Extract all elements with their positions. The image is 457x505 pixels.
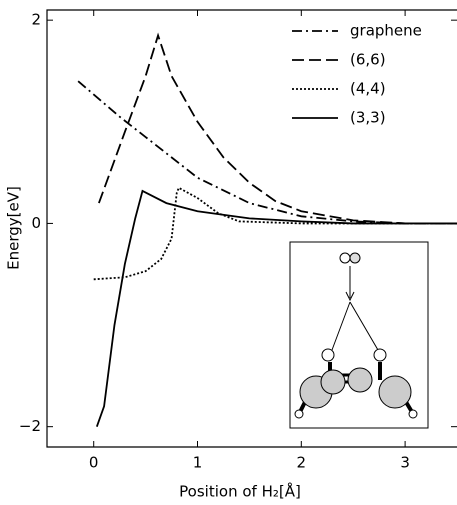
x-tick-label: 0 <box>89 454 99 472</box>
legend-label: (4,4) <box>350 80 386 98</box>
legend-label: graphene <box>350 22 422 40</box>
h-atom <box>373 348 387 362</box>
arrow <box>331 301 351 351</box>
y-axis-label: Energy[eV] <box>5 186 23 270</box>
c-atom <box>378 375 412 409</box>
legend-label: (3,3) <box>350 109 386 127</box>
h-atom <box>339 252 351 264</box>
series-line <box>98 32 457 225</box>
c-atom <box>347 367 373 393</box>
c-atom <box>320 369 346 395</box>
series-line <box>93 186 457 281</box>
inset-diagram <box>289 241 429 429</box>
x-tick-label: 3 <box>400 454 410 472</box>
series-line <box>95 189 457 427</box>
y-tick-label: 2 <box>31 11 41 29</box>
x-axis-label: Position of H₂[Å] <box>179 482 301 501</box>
legend-label: (6,6) <box>350 51 386 69</box>
h-atom <box>349 252 361 264</box>
x-tick-label: 1 <box>193 454 203 472</box>
axis-frame <box>46 9 457 448</box>
arrow <box>349 301 379 351</box>
h-atom <box>408 409 418 419</box>
y-tick-label: 0 <box>31 214 41 232</box>
arrow-head <box>345 291 355 302</box>
series-line <box>77 80 457 225</box>
h-atom <box>294 409 304 419</box>
x-tick-label: 2 <box>297 454 307 472</box>
h-atom <box>321 348 335 362</box>
y-tick-label: −2 <box>19 417 41 435</box>
